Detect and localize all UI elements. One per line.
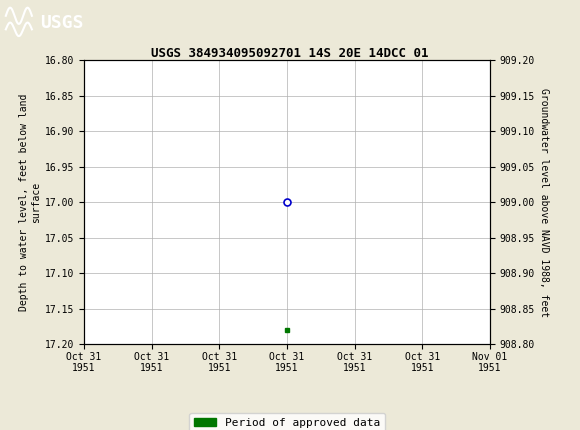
Legend: Period of approved data: Period of approved data xyxy=(190,413,385,430)
Y-axis label: Groundwater level above NAVD 1988, feet: Groundwater level above NAVD 1988, feet xyxy=(539,88,549,316)
Text: USGS 384934095092701 14S 20E 14DCC 01: USGS 384934095092701 14S 20E 14DCC 01 xyxy=(151,47,429,60)
Y-axis label: Depth to water level, feet below land
surface: Depth to water level, feet below land su… xyxy=(19,93,41,311)
Text: USGS: USGS xyxy=(41,14,84,31)
